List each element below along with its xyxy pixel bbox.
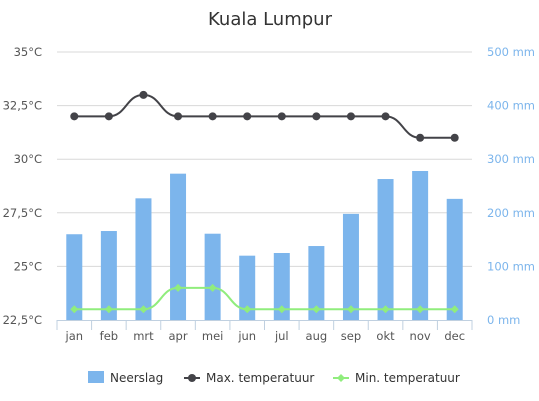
x-tick-label: jun (237, 329, 256, 343)
point-max-temperatuur (243, 112, 252, 121)
line-min-temperatuur (74, 286, 455, 311)
point-max-temperatuur (381, 112, 390, 121)
point-max-temperatuur (104, 112, 113, 121)
legend-symbol (188, 374, 196, 382)
x-tick-label: aug (306, 329, 328, 343)
y-right-tick-label: 0 mm (487, 313, 520, 327)
bar-neerslag (66, 234, 83, 320)
point-min-temperatuur (346, 305, 355, 314)
legend-label: Max. temperatuur (206, 371, 314, 385)
bar-neerslag (412, 170, 429, 320)
bar-neerslag (446, 198, 463, 320)
point-min-temperatuur (381, 305, 390, 314)
grid-lines (57, 51, 472, 267)
y-right-tick-label: 200 mm (487, 206, 535, 220)
point-min-temperatuur (174, 283, 183, 292)
x-tick-label: sep (341, 329, 361, 343)
x-tick-label: jan (65, 329, 84, 343)
x-tick-label: mrt (133, 329, 154, 343)
bar-neerslag (100, 231, 117, 320)
point-min-temperatuur (416, 305, 425, 314)
bar-neerslag (239, 255, 256, 320)
line-max-temperatuur (74, 93, 455, 139)
legend-label: Min. temperatuur (355, 371, 460, 385)
x-tick-label: nov (410, 329, 431, 343)
point-min-temperatuur (243, 305, 252, 314)
legend-label: Neerslag (110, 371, 163, 385)
point-min-temperatuur (277, 305, 286, 314)
bar-neerslag (135, 198, 152, 320)
point-max-temperatuur (208, 112, 217, 121)
point-max-temperatuur (450, 133, 459, 142)
point-min-temperatuur (312, 305, 321, 314)
y-right-tick-label: 500 mm (487, 45, 535, 59)
y-left-tick-label: 30°C (14, 152, 42, 166)
point-max-temperatuur (312, 112, 321, 121)
point-max-temperatuur (416, 133, 425, 142)
precipitation-bars (66, 170, 463, 320)
x-tick-label: feb (100, 329, 118, 343)
bar-neerslag (170, 173, 187, 320)
point-max-temperatuur (70, 112, 79, 121)
y-left-tick-label: 27,5°C (3, 206, 42, 220)
legend-symbol (337, 374, 345, 382)
point-max-temperatuur (277, 112, 286, 121)
x-tick-label: apr (169, 329, 188, 343)
point-min-temperatuur (70, 305, 79, 314)
bar-neerslag (204, 233, 221, 320)
point-min-temperatuur (450, 305, 459, 314)
y-right-tick-label: 300 mm (487, 152, 535, 166)
point-min-temperatuur (104, 305, 113, 314)
point-max-temperatuur (139, 90, 148, 99)
y-left-tick-label: 22,5°C (3, 313, 42, 327)
x-tick-label: jul (274, 329, 289, 343)
point-min-temperatuur (208, 283, 217, 292)
chart-title: Kuala Lumpur (208, 9, 333, 30)
point-min-temperatuur (139, 305, 148, 314)
legend-item-neerslag[interactable]: Neerslag (88, 371, 163, 385)
x-tick-label: dec (444, 329, 465, 343)
y-left-tick-label: 35°C (14, 45, 42, 59)
bar-neerslag (377, 179, 394, 320)
bar-neerslag (308, 246, 325, 320)
legend-symbol (88, 371, 104, 383)
legend: Neerslag Max. temperatuur Min. temperatuur (88, 371, 460, 385)
y-right-tick-label: 100 mm (487, 259, 535, 273)
x-tick-label: mei (202, 329, 223, 343)
point-max-temperatuur (174, 112, 183, 121)
x-tick-label: okt (376, 329, 395, 343)
temperature-lines (70, 90, 459, 314)
legend-item-max-temperatuur[interactable]: Max. temperatuur (184, 371, 314, 385)
y-right-tick-label: 400 mm (487, 99, 535, 113)
axes: 22,5°C 0 mm 25°C 100 mm 27,5°C 200 mm 30°C 300 … (3, 45, 535, 343)
bar-neerslag (273, 253, 290, 320)
bar-neerslag (342, 213, 359, 320)
y-left-tick-label: 32,5°C (3, 99, 42, 113)
point-max-temperatuur (346, 112, 355, 121)
legend-item-min-temperatuur[interactable]: Min. temperatuur (333, 371, 460, 385)
y-left-tick-label: 25°C (14, 259, 42, 273)
